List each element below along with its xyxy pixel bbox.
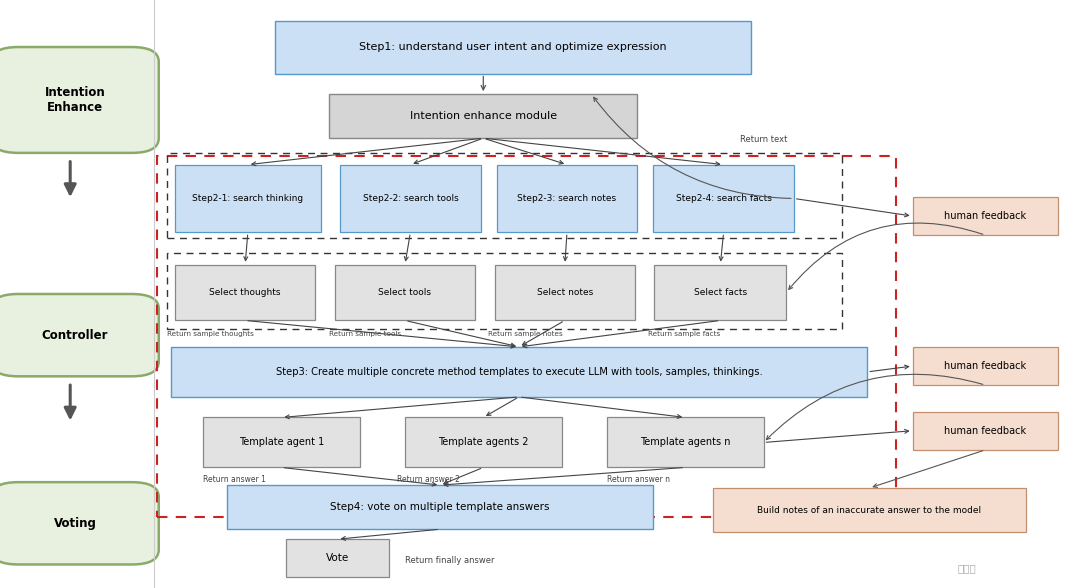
FancyBboxPatch shape <box>495 265 635 320</box>
Text: Step2-3: search notes: Step2-3: search notes <box>517 194 617 203</box>
Text: Controller: Controller <box>42 329 108 342</box>
Text: Return sample tools: Return sample tools <box>329 331 402 337</box>
Text: Voting: Voting <box>54 517 96 530</box>
Text: Intention
Enhance: Intention Enhance <box>44 86 106 114</box>
Text: Step4: vote on multiple template answers: Step4: vote on multiple template answers <box>330 502 550 512</box>
Text: Build notes of an inaccurate answer to the model: Build notes of an inaccurate answer to t… <box>757 506 982 514</box>
Text: Return answer 1: Return answer 1 <box>203 475 266 484</box>
FancyBboxPatch shape <box>913 412 1058 450</box>
FancyBboxPatch shape <box>607 417 764 467</box>
FancyBboxPatch shape <box>175 165 321 232</box>
Text: Step1: understand user intent and optimize expression: Step1: understand user intent and optimi… <box>360 42 666 52</box>
FancyBboxPatch shape <box>653 165 794 232</box>
FancyBboxPatch shape <box>405 417 562 467</box>
FancyBboxPatch shape <box>340 165 481 232</box>
FancyBboxPatch shape <box>913 197 1058 235</box>
Text: Vote: Vote <box>326 553 349 563</box>
FancyBboxPatch shape <box>713 488 1026 532</box>
Text: human feedback: human feedback <box>944 426 1027 436</box>
Text: Return sample facts: Return sample facts <box>648 331 720 337</box>
FancyBboxPatch shape <box>0 47 159 153</box>
Text: Step2-1: search thinking: Step2-1: search thinking <box>192 194 303 203</box>
FancyBboxPatch shape <box>497 165 637 232</box>
FancyBboxPatch shape <box>275 21 751 74</box>
Text: Intention enhance module: Intention enhance module <box>409 111 557 121</box>
Text: Step3: Create multiple concrete method templates to execute LLM with tools, samp: Step3: Create multiple concrete method t… <box>275 367 762 377</box>
Text: Return text: Return text <box>740 135 787 144</box>
FancyBboxPatch shape <box>913 347 1058 385</box>
Bar <box>167 253 842 329</box>
Text: Step2-2: search tools: Step2-2: search tools <box>363 194 458 203</box>
Text: Template agents n: Template agents n <box>640 437 730 447</box>
FancyBboxPatch shape <box>203 417 360 467</box>
Text: human feedback: human feedback <box>944 361 1027 371</box>
Text: Select notes: Select notes <box>537 288 593 297</box>
Bar <box>157 156 896 517</box>
Text: Template agent 1: Template agent 1 <box>239 437 324 447</box>
Text: Return answer n: Return answer n <box>607 475 670 484</box>
FancyBboxPatch shape <box>175 265 315 320</box>
FancyBboxPatch shape <box>227 485 653 529</box>
FancyBboxPatch shape <box>329 94 637 138</box>
Text: Template agents 2: Template agents 2 <box>438 437 528 447</box>
Text: 新智元: 新智元 <box>957 563 976 573</box>
FancyBboxPatch shape <box>654 265 786 320</box>
FancyBboxPatch shape <box>171 347 867 397</box>
Text: Step2-4: search facts: Step2-4: search facts <box>676 194 771 203</box>
Text: human feedback: human feedback <box>944 211 1027 221</box>
Text: Return finally answer: Return finally answer <box>405 556 495 565</box>
Text: Select facts: Select facts <box>693 288 747 297</box>
Text: Select tools: Select tools <box>378 288 432 297</box>
Text: Return answer 2: Return answer 2 <box>397 475 460 484</box>
Text: Select thoughts: Select thoughts <box>210 288 281 297</box>
FancyBboxPatch shape <box>286 539 389 577</box>
Text: Return sample notes: Return sample notes <box>488 331 563 337</box>
FancyBboxPatch shape <box>335 265 475 320</box>
FancyBboxPatch shape <box>0 482 159 564</box>
FancyBboxPatch shape <box>0 294 159 376</box>
Bar <box>167 153 842 238</box>
Text: Return sample thoughts: Return sample thoughts <box>167 331 254 337</box>
